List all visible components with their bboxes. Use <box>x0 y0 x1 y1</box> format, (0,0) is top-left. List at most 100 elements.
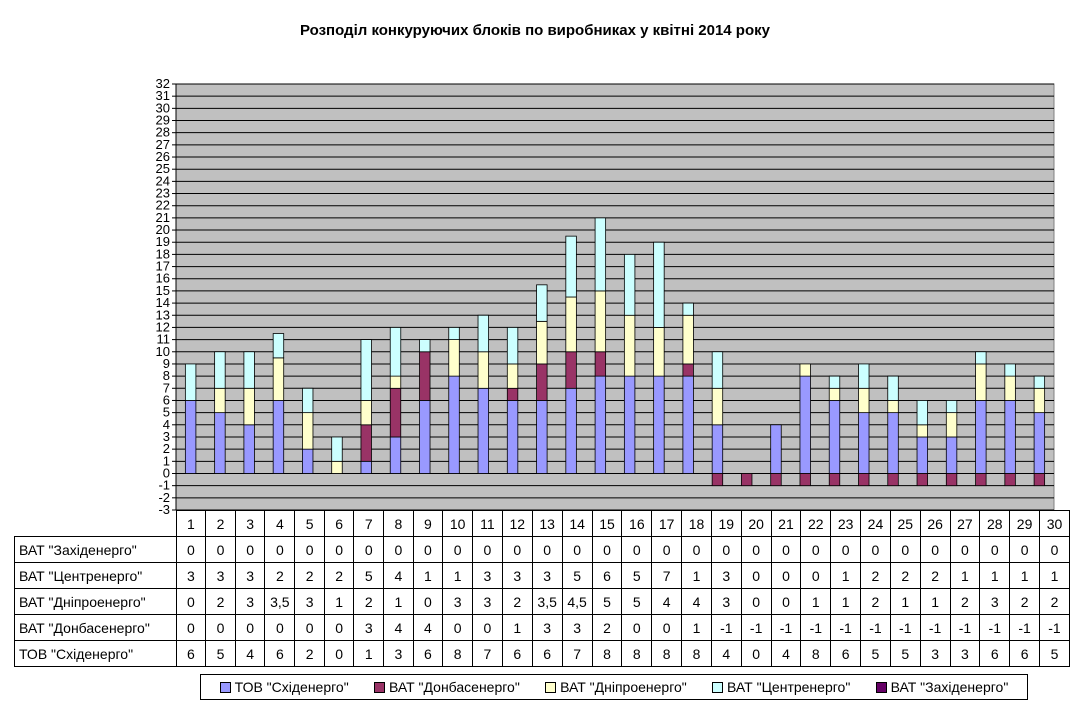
bar-segment <box>1033 412 1046 474</box>
table-cell: -1 <box>800 614 832 641</box>
legend-swatch <box>545 681 557 693</box>
series-row-label: ТОВ "Східенерго" <box>14 640 177 667</box>
bar-segment <box>419 351 431 401</box>
table-cell: 8 <box>651 640 683 667</box>
bar-segment <box>594 351 607 377</box>
bar-segment <box>682 363 694 377</box>
table-cell: 3 <box>175 562 207 589</box>
bar-segment <box>711 351 724 389</box>
bar-segment <box>916 424 928 438</box>
bar-segment <box>653 241 665 328</box>
y-tick-label: 29 <box>156 113 170 128</box>
bar-segment <box>1004 473 1016 487</box>
table-cell: 5 <box>591 588 623 615</box>
series-row-label: ВАТ "Західенерго" <box>14 536 177 563</box>
y-tick-label: 28 <box>156 125 170 140</box>
table-cell: 1 <box>1039 562 1070 589</box>
table-cell: 2 <box>889 562 921 589</box>
bar-segment <box>419 400 431 474</box>
table-cell: 2 <box>323 562 355 589</box>
bar-segment <box>506 387 519 401</box>
legend-swatch <box>373 681 385 693</box>
legend: ТОВ "Східенерго" ВАТ "Донбасенерго" ВАТ "Д… <box>200 674 1028 700</box>
table-cell: 0 <box>383 536 414 563</box>
table-cell: 0 <box>651 536 683 563</box>
bar-segment <box>389 387 402 438</box>
bar-segment <box>623 253 636 316</box>
bar-segment <box>536 363 548 401</box>
y-tick-label: 10 <box>156 344 170 359</box>
category-label: 9 <box>412 510 444 537</box>
plot-area <box>175 83 1055 511</box>
table-cell: 4 <box>710 640 742 667</box>
category-label: 17 <box>651 510 683 537</box>
table-cell: 0 <box>472 536 503 563</box>
table-cell: 3 <box>205 562 236 589</box>
table-cell: 6 <box>531 640 563 667</box>
legend-label: ВАТ "Західенерго" <box>890 679 1009 695</box>
table-cell: 0 <box>323 536 355 563</box>
category-label: 22 <box>800 510 832 537</box>
table-cell: 1 <box>830 562 862 589</box>
bar-segment <box>741 473 753 487</box>
category-label: 12 <box>501 510 533 537</box>
table-cell: 5 <box>889 640 921 667</box>
y-tick-label: -3 <box>158 502 170 517</box>
table-cell: 1 <box>979 562 1011 589</box>
table-cell: 4 <box>412 614 444 641</box>
table-cell: 6 <box>264 640 296 667</box>
legend-swatch <box>219 681 231 693</box>
bar-segment <box>858 387 870 414</box>
table-cell: 3,5 <box>264 588 296 615</box>
y-tick-label: 23 <box>156 186 170 201</box>
table-cell: 2 <box>205 588 236 615</box>
category-label: 27 <box>949 510 981 537</box>
table-row: ВАТ "Дніпроенерго" 0 2 3 3,5 3 1 2 1 0 3 3 2 3,5 4,5 5 5… <box>14 588 1070 615</box>
table-cell: 2 <box>294 562 325 589</box>
bar-segment <box>858 412 870 474</box>
table-cell: 3 <box>234 588 266 615</box>
chart-title: Розподіл конкуруючих блоків по виробника… <box>299 22 770 39</box>
bar-segment <box>1033 375 1046 389</box>
table-cell: -1 <box>1039 614 1070 641</box>
legend-item: ВАТ "Донбасенерго" <box>373 679 520 695</box>
table-cell: 0 <box>442 536 474 563</box>
bar-segment <box>184 400 197 474</box>
y-tick-label: 13 <box>156 307 170 322</box>
table-cell: 6 <box>1009 640 1040 667</box>
table-cell: 0 <box>770 588 802 615</box>
bar-segment <box>272 400 285 474</box>
category-label: 2 <box>205 510 236 537</box>
bar-segment <box>1004 363 1016 377</box>
category-label: 11 <box>472 510 503 537</box>
bar-segment <box>565 387 577 474</box>
table-cell: 0 <box>412 536 444 563</box>
category-label: 18 <box>681 510 712 537</box>
category-label: 19 <box>710 510 742 537</box>
table-cell: 0 <box>621 536 653 563</box>
bar-segment <box>506 327 519 365</box>
table-cell: 0 <box>264 614 296 641</box>
bar-segment <box>594 290 607 353</box>
table-cell: 5 <box>205 640 236 667</box>
table-cell: 0 <box>740 536 772 563</box>
table-cell: 6 <box>412 640 444 667</box>
y-tick-label: 14 <box>156 295 170 310</box>
table-cell: 1 <box>383 588 414 615</box>
table-cell: 0 <box>710 536 742 563</box>
table-cell: 1 <box>442 562 474 589</box>
bar-segment <box>770 424 782 474</box>
bar-segment <box>477 314 489 353</box>
table-cell: 0 <box>651 614 683 641</box>
bar-segment <box>506 400 519 474</box>
table-cell: 3 <box>710 588 742 615</box>
y-tick-label: 31 <box>156 88 170 103</box>
category-label: 16 <box>621 510 653 537</box>
table-cell: 0 <box>353 536 385 563</box>
bar-segment <box>477 387 489 474</box>
bar-segment <box>360 424 372 462</box>
y-tick-label: 1 <box>163 453 170 468</box>
table-cell: 0 <box>919 536 951 563</box>
table-cell: 0 <box>740 562 772 589</box>
table-corner <box>14 510 177 537</box>
